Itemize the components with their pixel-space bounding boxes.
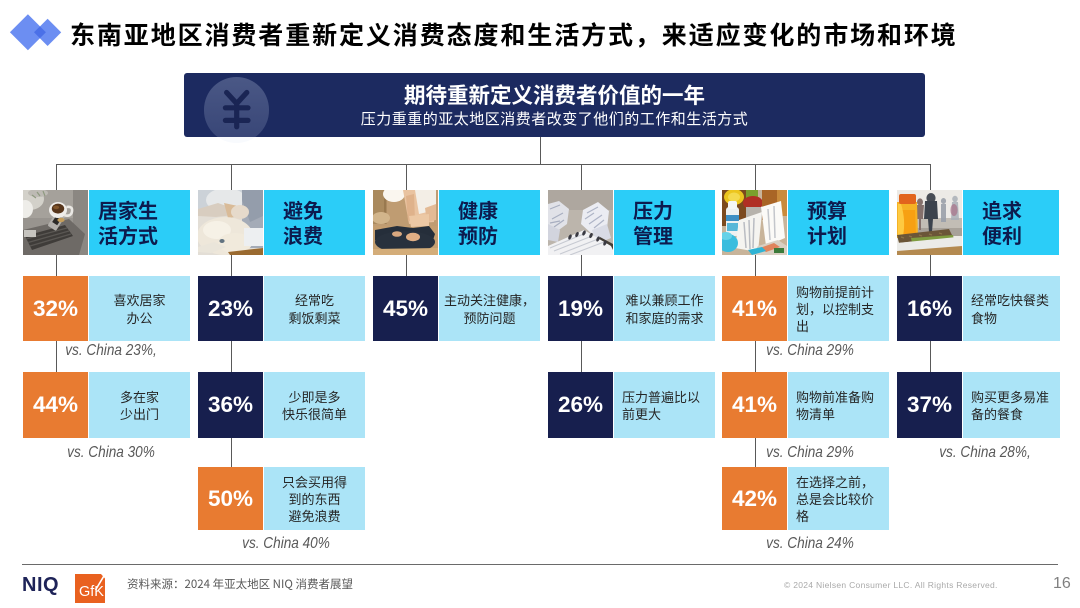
svg-text:GfK: GfK — [79, 584, 104, 600]
